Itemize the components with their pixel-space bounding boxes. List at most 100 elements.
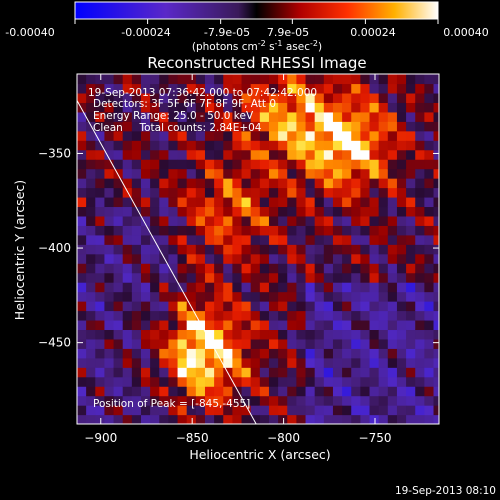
heatmap-cell — [424, 282, 435, 293]
heatmap-cell — [332, 244, 343, 255]
plot-area — [76, 73, 440, 425]
heatmap-cell — [140, 149, 151, 160]
heatmap-cell — [77, 376, 87, 387]
heatmap-cell — [342, 376, 352, 387]
heatmap-cell — [296, 338, 307, 349]
heatmap-cell — [351, 282, 361, 293]
heatmap-cell — [259, 414, 270, 424]
heatmap-cell — [278, 234, 288, 245]
heatmap-cell — [186, 263, 197, 274]
heatmap-cell — [323, 244, 334, 255]
heatmap-cell — [259, 263, 270, 274]
heatmap-cell — [232, 253, 243, 264]
heatmap-cell — [433, 301, 439, 312]
heatmap-cell — [214, 234, 224, 245]
heatmap-cell — [415, 253, 425, 264]
heatmap-cell — [332, 159, 343, 170]
heatmap-cell — [406, 121, 416, 132]
heatmap-cell — [351, 310, 361, 321]
heatmap-cell — [122, 234, 133, 245]
heatmap-cell — [122, 329, 133, 340]
heatmap-cell — [433, 291, 439, 302]
heatmap-cell — [387, 376, 398, 387]
heatmap-cell — [122, 310, 133, 321]
heatmap-cell — [95, 74, 106, 85]
heatmap-cell — [259, 225, 270, 236]
heatmap-cell — [360, 225, 371, 236]
heatmap-cell — [104, 291, 115, 302]
heatmap-cell — [287, 111, 297, 122]
heatmap-cell — [86, 92, 96, 103]
heatmap-cell — [415, 272, 425, 283]
heatmap-cell — [159, 83, 170, 94]
heatmap-cell — [415, 130, 425, 141]
heatmap-cell — [360, 83, 371, 94]
heatmap-cell — [259, 234, 270, 245]
heatmap-cell — [232, 178, 243, 189]
heatmap-cell — [214, 74, 224, 85]
heatmap-cell — [314, 386, 325, 397]
heatmap-cell — [140, 338, 151, 349]
heatmap-cell — [415, 168, 425, 179]
heatmap-cell — [104, 301, 115, 312]
heatmap-cell — [77, 102, 87, 113]
heatmap-cell — [177, 130, 188, 141]
heatmap-cell — [396, 282, 407, 293]
heatmap-cell — [241, 395, 252, 406]
heatmap-cell — [259, 310, 270, 321]
heatmap-cell — [223, 178, 233, 189]
heatmap-cell — [214, 149, 224, 160]
heatmap-cell — [104, 244, 115, 255]
heatmap-cell — [113, 329, 124, 340]
heatmap-cell — [86, 272, 96, 283]
heatmap-cell — [268, 244, 279, 255]
heatmap-cell — [150, 92, 160, 103]
heatmap-cell — [396, 102, 407, 113]
heatmap-cell — [204, 376, 215, 387]
heatmap-cell — [305, 263, 316, 274]
heatmap-cell — [351, 206, 361, 217]
heatmap-cell — [232, 215, 243, 226]
heatmap-cell — [241, 159, 252, 170]
heatmap-cell — [259, 168, 270, 179]
heatmap-cell — [131, 263, 142, 274]
heatmap-cell — [287, 92, 297, 103]
heatmap-cell — [168, 74, 179, 85]
heatmap-cell — [250, 319, 261, 331]
heatmap-cell — [150, 206, 160, 217]
heatmap-cell — [232, 187, 243, 198]
heatmap-cell — [278, 405, 288, 416]
heatmap-cell — [77, 263, 87, 274]
heatmap-cell — [323, 263, 334, 274]
heatmap-cell — [360, 357, 371, 368]
heatmap-cell — [95, 244, 106, 255]
heatmap-cell — [223, 329, 233, 340]
heatmap-cell — [204, 414, 215, 424]
heatmap-cell — [195, 130, 206, 141]
heatmap-cell — [186, 83, 197, 94]
heatmap-cell — [360, 386, 371, 397]
solar-limb-line — [77, 100, 257, 424]
heatmap-cell — [77, 395, 87, 406]
heatmap-cell — [86, 140, 96, 151]
heatmap-cell — [342, 206, 352, 217]
heatmap-cell — [95, 234, 106, 245]
heatmap-cell — [433, 244, 439, 255]
heatmap-cell — [396, 215, 407, 226]
heatmap-cell — [168, 329, 179, 340]
heatmap-cell — [131, 357, 142, 368]
heatmap-cell — [351, 74, 361, 85]
heatmap-cell — [195, 357, 206, 368]
heatmap-cell — [177, 272, 188, 283]
heatmap-cell — [259, 121, 270, 132]
annotation-energy: Energy Range: 25.0 - 50.0 keV — [93, 110, 254, 122]
heatmap-cell — [214, 301, 224, 312]
heatmap-cell — [104, 178, 115, 189]
heatmap-cell — [204, 187, 215, 198]
heatmap-cell — [278, 357, 288, 368]
heatmap-cell — [168, 272, 179, 283]
heatmap-cell — [314, 263, 325, 274]
heatmap-cell — [223, 348, 233, 359]
heatmap-cell — [150, 102, 160, 113]
heatmap-cell — [305, 301, 316, 312]
